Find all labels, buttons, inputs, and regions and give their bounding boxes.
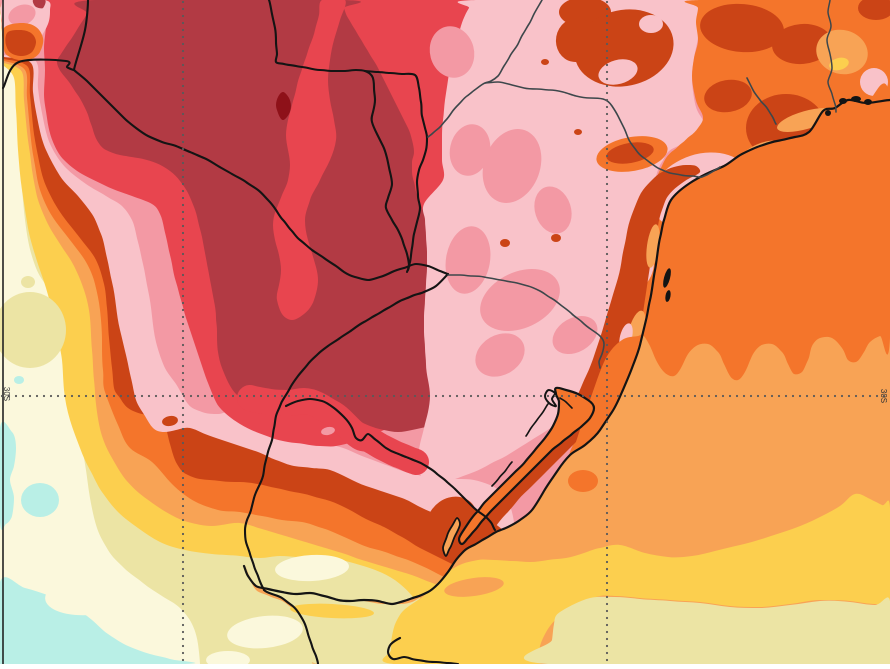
svg-text:30S: 30S [879,389,888,403]
svg-text:30S: 30S [2,387,11,401]
